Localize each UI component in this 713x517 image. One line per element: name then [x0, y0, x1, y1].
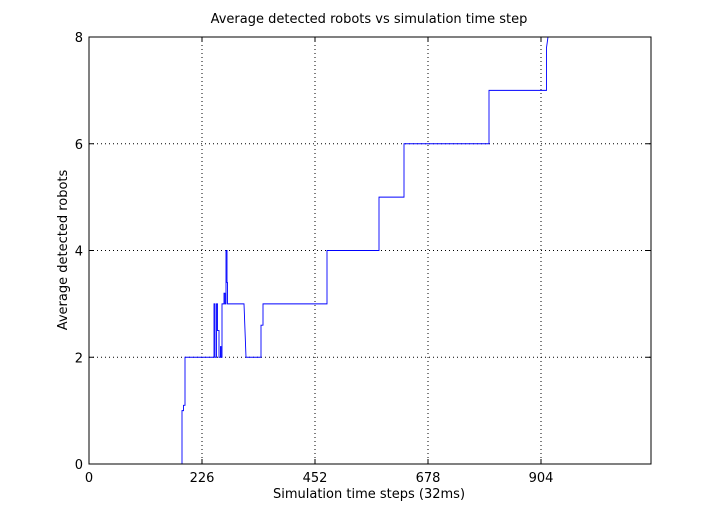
y-tick-label: 4 [75, 245, 83, 260]
y-tick-label: 0 [75, 458, 83, 473]
x-tick-label: 452 [303, 471, 328, 486]
y-tick-labels: 0 2 4 6 8 [75, 31, 83, 473]
series-group [89, 36, 549, 465]
y-tick-label: 8 [75, 31, 83, 46]
plot-frame [88, 36, 652, 465]
x-axis-label: Simulation time steps (32ms) [273, 487, 465, 502]
y-tick-label: 6 [75, 138, 83, 153]
x-tick-label: 226 [190, 471, 215, 486]
chart-title: Average detected robots vs simulation ti… [211, 12, 528, 27]
x-tick-labels: 0 226 452 678 904 [85, 471, 554, 486]
x-tick-label: 0 [85, 471, 93, 486]
y-tick-label: 2 [75, 351, 83, 366]
y-axis-label: Average detected robots [56, 169, 71, 330]
x-tick-label: 904 [529, 471, 554, 486]
series-line [89, 36, 549, 465]
x-tick-label: 678 [416, 471, 441, 486]
